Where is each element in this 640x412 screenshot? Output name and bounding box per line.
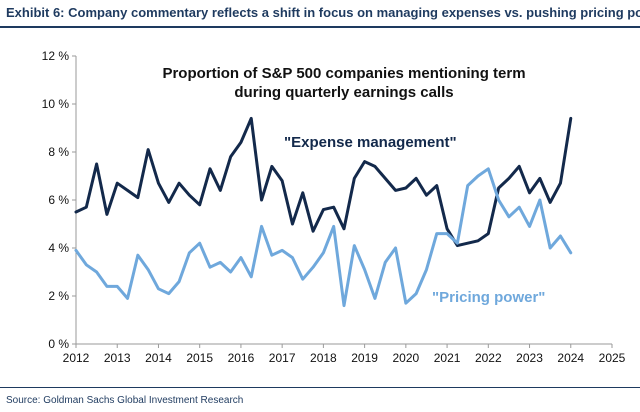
pricing-power-line (74, 167, 573, 308)
x-tick-label: 2015 (186, 351, 213, 365)
x-tick-label: 2023 (516, 351, 543, 365)
source-note: Source: Goldman Sachs Global Investment … (6, 395, 244, 406)
pricing-power-label: "Pricing power" (432, 289, 545, 306)
x-tick-label: 2012 (63, 351, 90, 365)
x-tick-label: 2021 (434, 351, 461, 365)
y-tick-label: 4 % (48, 241, 69, 255)
y-tick-label: 2 % (48, 289, 69, 303)
y-axis: 0 % 2 % 4 % 6 % 8 % 10 % 12 % (42, 49, 76, 351)
y-tick-label: 8 % (48, 145, 69, 159)
title-rule (0, 26, 640, 28)
exhibit-title: Exhibit 6: Company commentary reflects a… (6, 5, 640, 20)
x-tick-label: 2019 (351, 351, 378, 365)
expense-management-line (74, 116, 573, 248)
chart-title-line: during quarterly earnings calls (234, 84, 453, 101)
source-rule (0, 387, 640, 388)
x-axis: 2012 2013 2014 2015 2016 2017 2018 2019 2020 2021… (63, 344, 626, 365)
x-tick-label: 2018 (310, 351, 337, 365)
y-tick-label: 10 % (42, 97, 70, 111)
x-tick-label: 2024 (557, 351, 584, 365)
series-group (74, 116, 573, 308)
x-tick-label: 2017 (269, 351, 296, 365)
x-tick-label: 2014 (145, 351, 172, 365)
chart-title: Proportion of S&P 500 companies mentioni… (162, 65, 525, 101)
chart-title-line: Proportion of S&P 500 companies mentioni… (162, 65, 525, 82)
x-tick-label: 2020 (392, 351, 419, 365)
x-tick-label: 2013 (104, 351, 131, 365)
x-tick-label: 2025 (599, 351, 626, 365)
x-tick-label: 2022 (475, 351, 502, 365)
expense-management-label: "Expense management" (284, 134, 457, 151)
x-tick-label: 2016 (228, 351, 255, 365)
y-tick-label: 6 % (48, 193, 69, 207)
y-tick-label: 12 % (42, 49, 70, 63)
series-labels: "Expense management" "Pricing power" (284, 134, 545, 306)
y-tick-label: 0 % (48, 337, 69, 351)
